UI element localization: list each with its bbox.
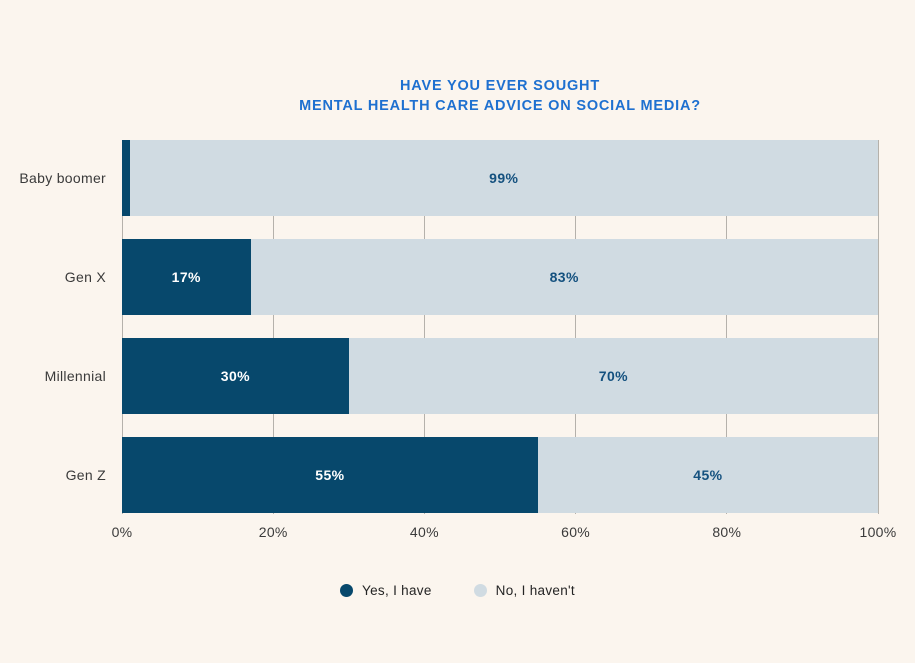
x-tick-60%: 60% xyxy=(561,524,591,540)
bar-segment-no-millennial: 70% xyxy=(348,338,878,414)
legend: Yes, I have No, I haven't xyxy=(0,583,915,598)
legend-label: No, I haven't xyxy=(495,583,575,598)
value-label: 30% xyxy=(220,368,251,384)
x-tick-80%: 80% xyxy=(712,524,742,540)
bar-segment-no-gen-x: 83% xyxy=(250,239,878,315)
value-label: 99% xyxy=(489,170,519,186)
bar-row-millennial: 30% 70% xyxy=(122,338,878,414)
gridline-80% xyxy=(726,140,728,514)
category-label-millennial: Millennial xyxy=(44,368,106,384)
plot-area: 99% 17% 83% 30% 70% 55% 45% xyxy=(121,140,879,514)
value-label: 70% xyxy=(598,368,628,384)
legend-label: Yes, I have xyxy=(362,583,432,598)
bar-segment-no-gen-z: 45% xyxy=(537,437,878,513)
value-axis: 0% 20% 40% 60% 80% 100% xyxy=(112,524,897,544)
bar-segment-no-baby-boomer: 99% xyxy=(129,140,878,216)
gridline-0% xyxy=(121,140,123,514)
value-label: 55% xyxy=(315,467,345,483)
chart-title: HAVE YOU EVER SOUGHT MENTAL HEALTH CARE … xyxy=(122,76,878,116)
category-axis: Baby boomer Gen X Millennial Gen Z xyxy=(0,140,106,514)
x-tick-100%: 100% xyxy=(859,524,897,540)
gridline-20% xyxy=(272,140,274,514)
chart-title-line1: HAVE YOU EVER SOUGHT xyxy=(400,78,600,94)
x-tick-0%: 0% xyxy=(111,524,133,540)
gridline-60% xyxy=(575,140,577,514)
x-tick-40%: 40% xyxy=(409,524,439,540)
legend-item-yes: Yes, I have xyxy=(340,583,432,598)
chart-title-line2: MENTAL HEALTH CARE ADVICE ON SOCIAL MEDI… xyxy=(299,98,701,114)
bar-segment-yes-gen-x: 17% xyxy=(122,239,251,315)
value-label: 17% xyxy=(171,269,201,285)
bar-row-baby-boomer: 99% xyxy=(122,140,878,216)
category-label-gen-x: Gen X xyxy=(64,269,106,285)
gridline-100% xyxy=(877,140,879,514)
bar-segment-yes-gen-z: 55% xyxy=(122,437,538,513)
legend-item-no: No, I haven't xyxy=(473,583,575,598)
category-label-gen-z: Gen Z xyxy=(65,467,106,483)
legend-dot-icon xyxy=(473,584,487,597)
x-tick-20%: 20% xyxy=(258,524,288,540)
bar-segment-yes-baby-boomer xyxy=(122,140,130,216)
gridline-40% xyxy=(423,140,425,514)
category-label-baby-boomer: Baby boomer xyxy=(19,170,106,186)
value-label: 45% xyxy=(693,467,723,483)
bar-row-gen-z: 55% 45% xyxy=(122,437,878,513)
bar-row-gen-x: 17% 83% xyxy=(122,239,878,315)
legend-dot-icon xyxy=(340,584,354,597)
value-label: 83% xyxy=(549,269,579,285)
bar-segment-yes-millennial: 30% xyxy=(122,338,349,414)
